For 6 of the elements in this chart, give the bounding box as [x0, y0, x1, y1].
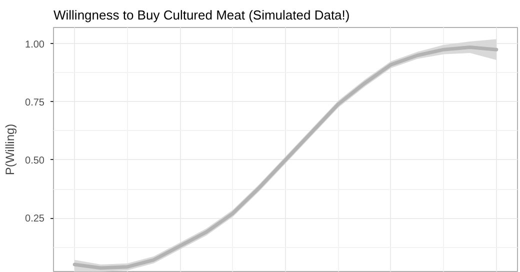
- chart-title: Willingness to Buy Cultured Meat (Simulated Data!): [54, 8, 350, 22]
- y-tick-label: 1.00: [25, 39, 45, 50]
- y-tick-label: 0.25: [25, 214, 45, 225]
- y-tick-label: 0.75: [25, 97, 45, 108]
- y-axis-title: P(Willing): [3, 124, 18, 176]
- y-tick-label: 0.50: [25, 155, 45, 166]
